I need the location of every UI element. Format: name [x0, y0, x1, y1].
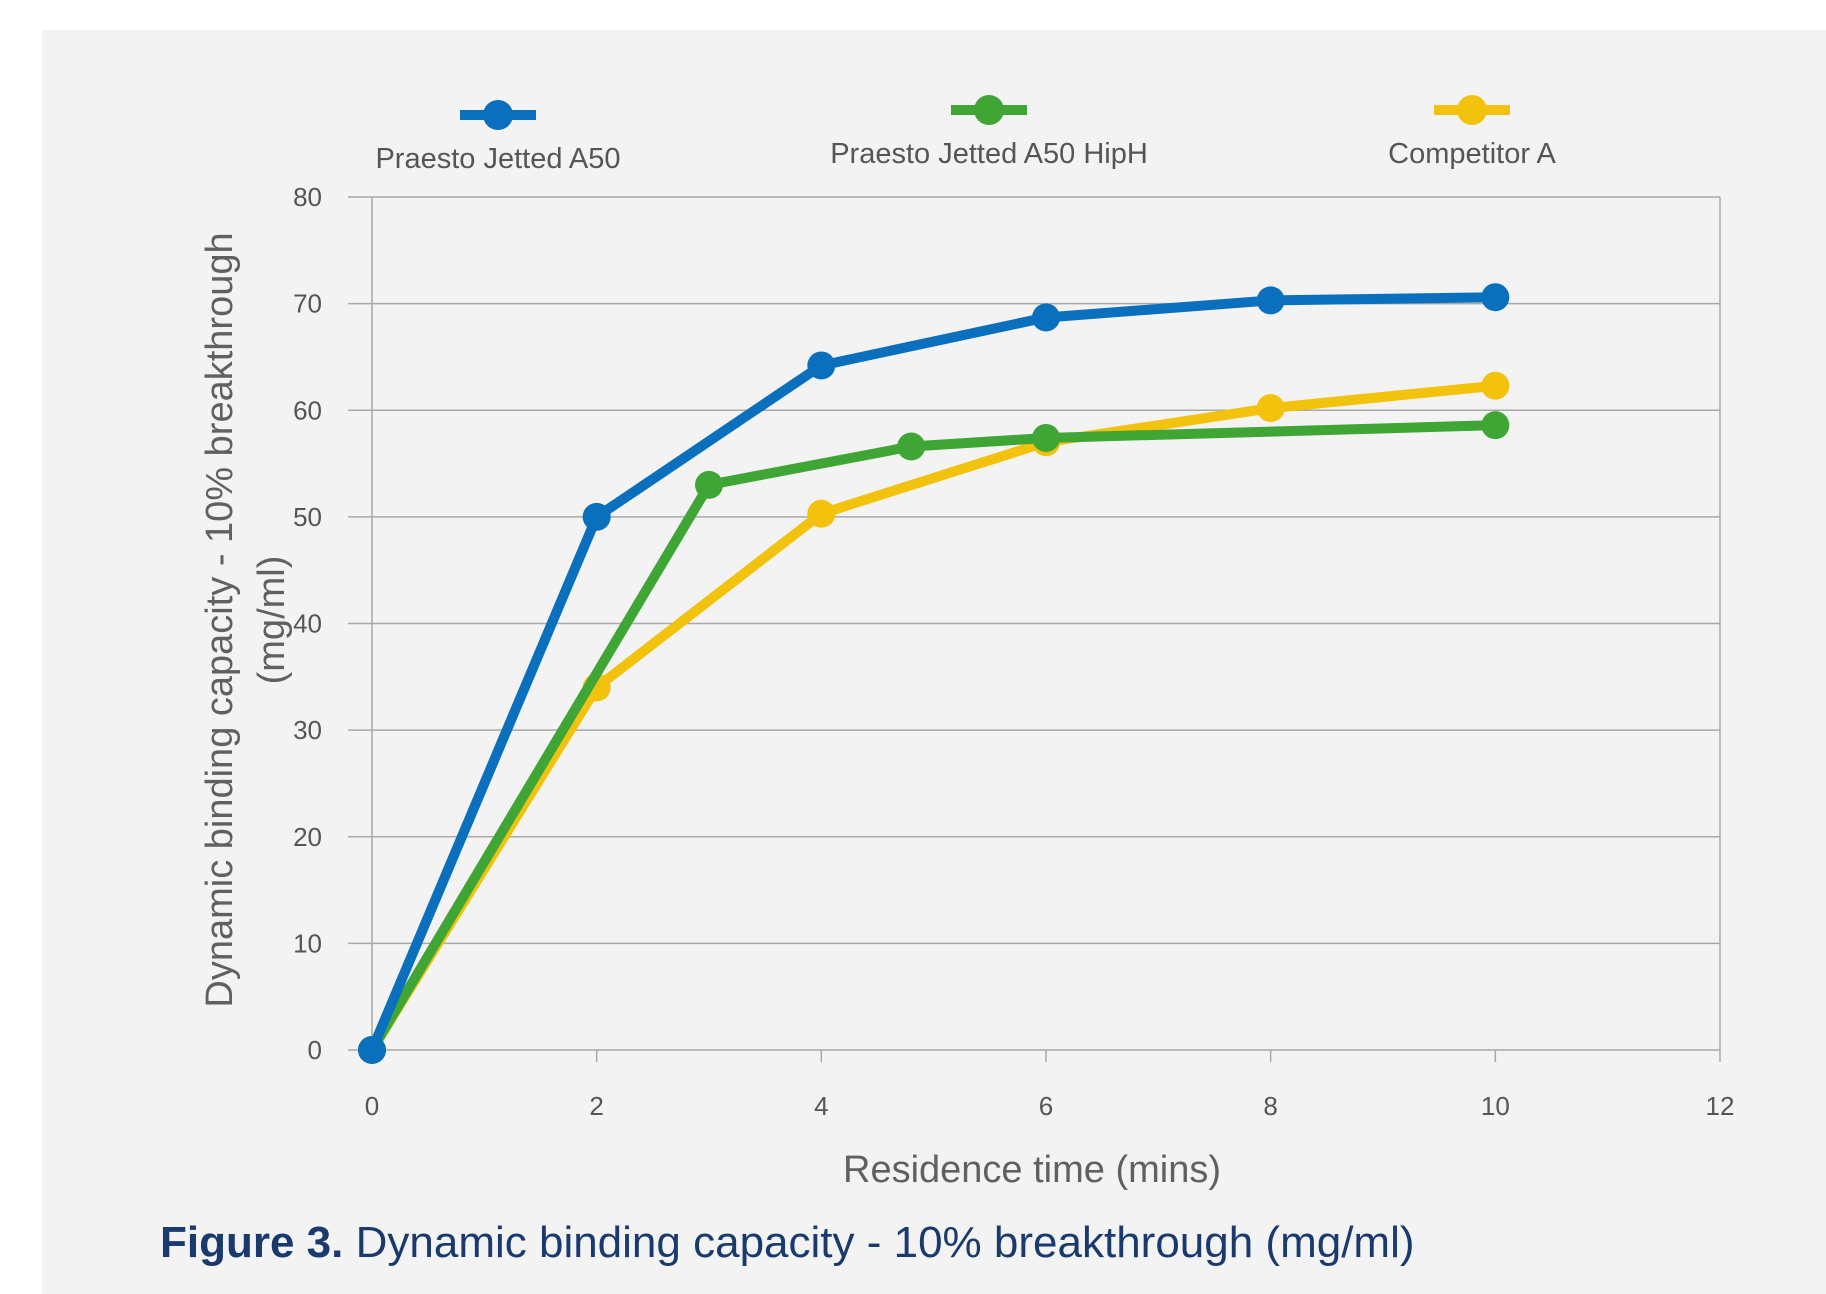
- data-point: [897, 432, 926, 461]
- x-axis-label: Residence time (mins): [843, 1149, 1221, 1191]
- data-point: [1032, 303, 1060, 332]
- data-point: [1481, 283, 1510, 312]
- y-tick-label: 40: [293, 609, 322, 639]
- x-tick-label: 2: [589, 1091, 603, 1121]
- series-1: [358, 411, 1510, 1064]
- legend-item-0: Praesto Jetted A50: [375, 100, 621, 175]
- x-tick-label: 8: [1263, 1091, 1277, 1121]
- x-tick-label: 4: [814, 1091, 828, 1121]
- y-tick-label: 10: [293, 928, 322, 958]
- y-tick-label: 0: [308, 1035, 322, 1065]
- y-tick-label: 30: [293, 715, 322, 745]
- y-axis-label-line-1: Dynamic binding capacity - 10% breakthro…: [199, 232, 241, 1007]
- y-tick-label: 70: [293, 289, 322, 319]
- series-lines: [358, 283, 1510, 1064]
- legend-marker: [974, 95, 1004, 125]
- legend-label: Praesto Jetted A50: [375, 143, 620, 175]
- legend-marker: [1457, 95, 1487, 125]
- y-axis-label: Dynamic binding capacity - 10% breakthro…: [199, 232, 293, 1007]
- data-point: [1481, 371, 1510, 400]
- data-point: [695, 470, 723, 499]
- legend-marker: [483, 100, 513, 130]
- legend-item-1: Praesto Jetted A50 HipH: [830, 95, 1148, 170]
- data-point: [1481, 411, 1510, 440]
- series-line: [367, 380, 1501, 1055]
- axes: [371, 197, 1721, 1062]
- legend-label: Praesto Jetted A50 HipH: [830, 138, 1148, 170]
- y-tick-label: 80: [293, 182, 322, 212]
- legend-item-2: Competitor A: [1388, 95, 1556, 170]
- series-0: [358, 283, 1510, 1064]
- series-line: [367, 420, 1501, 1055]
- data-point: [1032, 423, 1060, 452]
- x-tick-labels: 0 2 4 6 8 10 12: [365, 1091, 1735, 1121]
- data-point: [1256, 394, 1285, 423]
- x-tick-label: 12: [1706, 1091, 1735, 1121]
- x-tick-label: 6: [1039, 1091, 1053, 1121]
- y-axis-label-line-2: (mg/ml): [251, 556, 293, 685]
- y-tick-label: 60: [293, 395, 322, 425]
- legend: Praesto Jetted A50 Praesto Jetted A50 Hip…: [375, 95, 1556, 175]
- data-point: [358, 1036, 386, 1064]
- series-line: [367, 292, 1501, 1055]
- legend-label: Competitor A: [1388, 138, 1556, 170]
- data-point: [582, 502, 611, 531]
- figure-caption-label: Figure 3.: [160, 1218, 344, 1267]
- y-tick-labels: 0 10 20 30 40 50 60 70 80: [293, 182, 322, 1065]
- x-tick-label: 0: [365, 1091, 379, 1121]
- y-tick-label: 50: [293, 502, 322, 532]
- y-tick-label: 20: [293, 822, 322, 852]
- figure-caption: Figure 3. Dynamic binding capacity - 10%…: [160, 1218, 1415, 1268]
- figure-panel: 0 10 20 30 40 50 60 70 80 0 2 4 6 8 10 12 Praesto Jett…: [42, 30, 1826, 1294]
- figure-caption-text: Dynamic binding capacity - 10% breakthro…: [343, 1218, 1415, 1267]
- series-2: [358, 371, 1510, 1064]
- x-tick-label: 10: [1481, 1091, 1510, 1121]
- data-point: [807, 499, 836, 528]
- line-chart: 0 10 20 30 40 50 60 70 80 0 2 4 6 8 10 12 Praesto Jett…: [199, 95, 1735, 1191]
- data-point: [807, 351, 836, 380]
- data-point: [1256, 286, 1285, 315]
